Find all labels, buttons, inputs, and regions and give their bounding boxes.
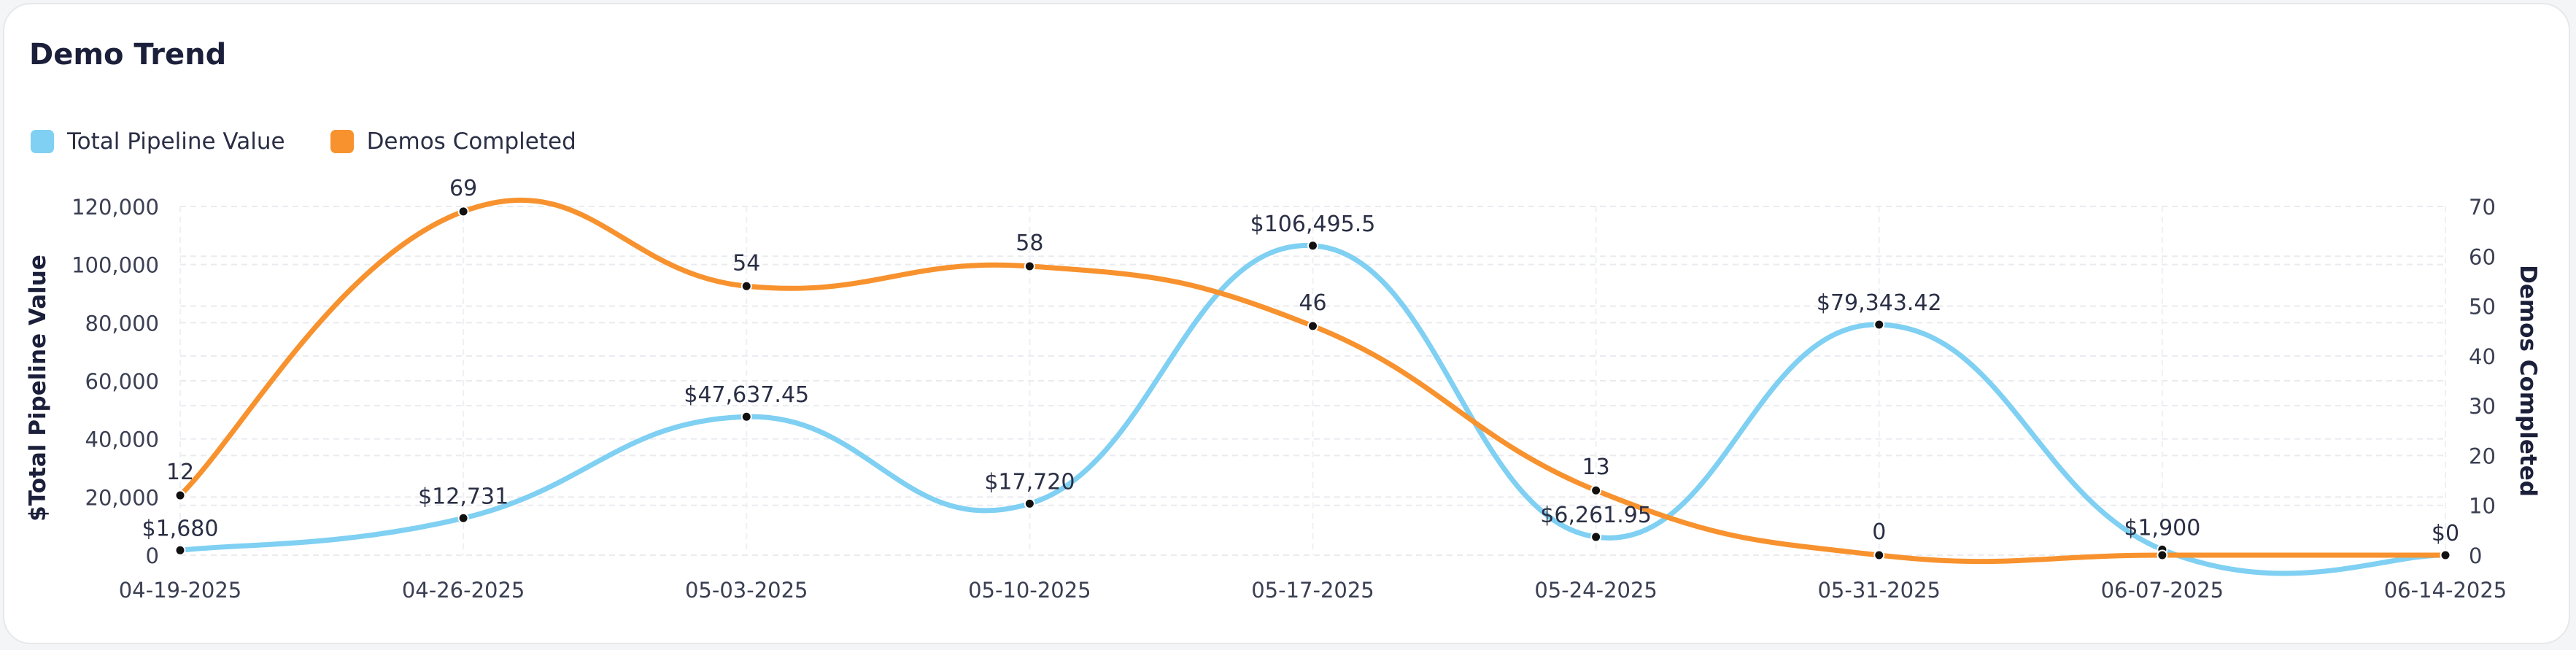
data-point-demos-completed xyxy=(1590,484,1602,496)
y-right-tick-label: 60 xyxy=(2469,244,2496,269)
data-point-demos-completed xyxy=(740,280,752,292)
data-point-total-pipeline-value xyxy=(174,544,186,556)
data-point-total-pipeline-value xyxy=(1024,498,1035,509)
y-left-tick-label: 80,000 xyxy=(85,311,159,336)
data-label-pipeline: $0 xyxy=(2432,521,2459,546)
data-point-demos-completed xyxy=(174,490,186,501)
legend-swatch-demos xyxy=(330,130,354,153)
x-tick-label: 05-10-2025 xyxy=(968,578,1091,603)
data-label-pipeline: $106,495.5 xyxy=(1250,212,1376,237)
data-point-demos-completed xyxy=(1873,549,1885,561)
data-label-demos: 46 xyxy=(1299,290,1326,316)
data-point-demos-completed xyxy=(1307,320,1318,332)
data-label-demos: 0 xyxy=(1872,519,1886,545)
y-left-tick-label: 100,000 xyxy=(71,253,159,278)
y-left-tick-label: 40,000 xyxy=(85,427,159,452)
data-point-demos-completed xyxy=(2157,549,2168,561)
data-point-total-pipeline-value xyxy=(1590,531,1602,543)
data-point-demos-completed xyxy=(2440,549,2451,561)
y-left-tick-label: 20,000 xyxy=(85,485,159,510)
y-right-tick-label: 10 xyxy=(2469,494,2496,519)
x-tick-label: 05-17-2025 xyxy=(1251,578,1374,603)
data-label-pipeline: $17,720 xyxy=(984,469,1075,495)
y-left-tick-label: 60,000 xyxy=(85,369,159,394)
data-label-pipeline: $1,900 xyxy=(2124,515,2200,541)
y-right-tick-label: 20 xyxy=(2469,444,2496,468)
data-point-total-pipeline-value xyxy=(1873,319,1885,330)
x-tick-label: 04-26-2025 xyxy=(402,578,525,603)
data-label-demos: 13 xyxy=(1582,454,1610,480)
legend-item-total-pipeline-value[interactable]: Total Pipeline Value xyxy=(31,128,285,155)
data-point-demos-completed xyxy=(457,206,469,217)
y-right-tick-label: 40 xyxy=(2469,344,2496,369)
y-right-tick-label: 50 xyxy=(2469,295,2496,320)
data-label-pipeline: $12,731 xyxy=(418,484,508,509)
x-tick-label: 06-07-2025 xyxy=(2101,578,2224,603)
data-label-demos: 54 xyxy=(732,250,760,276)
y-right-tick-label: 30 xyxy=(2469,394,2496,419)
data-point-total-pipeline-value xyxy=(457,512,469,524)
demo-trend-card: Demo Trend Total Pipeline Value Demos Co… xyxy=(3,3,2570,644)
series-line-demos-completed xyxy=(177,197,2448,565)
series-line-total-pipeline-value xyxy=(177,243,2448,576)
legend-label-demos: Demos Completed xyxy=(366,128,576,155)
legend-item-demos-completed[interactable]: Demos Completed xyxy=(330,128,576,155)
y-right-tick-label: 0 xyxy=(2469,543,2482,568)
data-point-total-pipeline-value xyxy=(1307,240,1318,252)
y-right-axis-title: Demos Completed xyxy=(2515,265,2541,497)
y-left-axis-title: $Total Pipeline Value xyxy=(25,255,51,522)
data-point-demos-completed xyxy=(1024,260,1035,272)
chart-legend: Total Pipeline Value Demos Completed xyxy=(31,128,622,155)
y-right-tick-label: 70 xyxy=(2469,195,2496,220)
y-left-tick-label: 0 xyxy=(146,543,159,568)
x-tick-label: 05-24-2025 xyxy=(1534,578,1658,603)
data-label-pipeline: $79,343.42 xyxy=(1817,290,1942,316)
x-tick-label: 05-31-2025 xyxy=(1817,578,1941,603)
y-left-tick-label: 120,000 xyxy=(71,195,159,220)
data-label-pipeline: $6,261.95 xyxy=(1540,503,1652,528)
card-title: Demo Trend xyxy=(29,38,227,71)
legend-label-pipeline: Total Pipeline Value xyxy=(67,128,285,155)
data-label-demos: 69 xyxy=(449,176,477,201)
data-label-pipeline: $1,680 xyxy=(142,516,219,541)
x-tick-label: 04-19-2025 xyxy=(119,578,242,603)
data-label-demos: 58 xyxy=(1016,231,1043,256)
x-tick-label: 05-03-2025 xyxy=(685,578,808,603)
legend-swatch-pipeline xyxy=(31,130,54,153)
data-point-total-pipeline-value xyxy=(740,411,752,422)
data-label-demos: 12 xyxy=(166,460,194,485)
data-label-pipeline: $47,637.45 xyxy=(684,382,809,408)
x-tick-label: 06-14-2025 xyxy=(2384,578,2507,603)
